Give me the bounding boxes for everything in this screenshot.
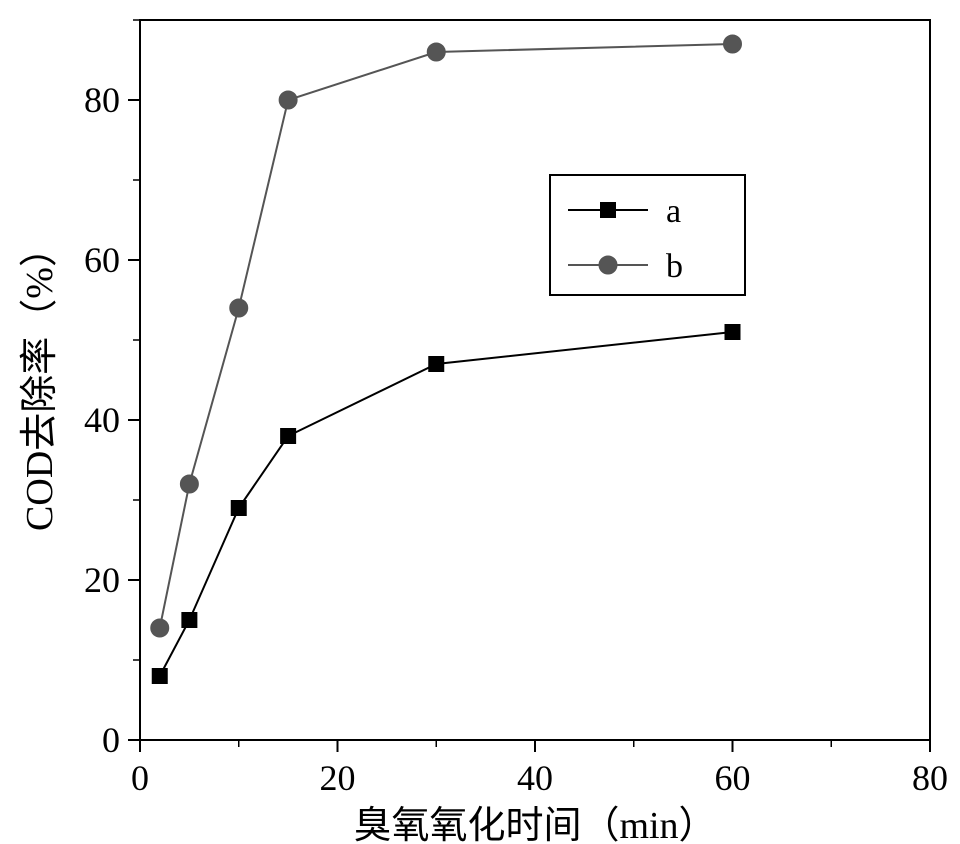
marker-square xyxy=(280,428,296,444)
line-chart: 0 20 40 60 80 0 20 40 60 80 臭氧氧化时间（min） COD去除率（%） ab xyxy=(0,0,960,844)
legend-box xyxy=(550,175,745,295)
marker-circle xyxy=(230,299,248,317)
y-axis-label: COD去除率（%） xyxy=(19,229,61,531)
x-tick-label: 40 xyxy=(517,758,553,798)
x-tick-label: 0 xyxy=(131,758,149,798)
marker-square xyxy=(152,668,168,684)
marker-circle xyxy=(180,475,198,493)
legend-label-a: a xyxy=(666,193,681,230)
x-tick-label: 80 xyxy=(912,758,948,798)
x-tick-label: 60 xyxy=(715,758,751,798)
x-axis-label: 臭氧氧化时间（min） xyxy=(353,805,716,844)
x-tick-label: 20 xyxy=(320,758,356,798)
marker-square xyxy=(725,324,741,340)
legend-label-b: b xyxy=(666,248,683,285)
legend-marker-square xyxy=(600,202,616,218)
marker-circle xyxy=(427,43,445,61)
legend-marker-circle xyxy=(599,256,617,274)
y-tick-label: 80 xyxy=(84,80,120,120)
y-tick-label: 60 xyxy=(84,240,120,280)
y-tick-label: 20 xyxy=(84,560,120,600)
y-tick-label: 0 xyxy=(102,720,120,760)
marker-square xyxy=(181,612,197,628)
marker-circle xyxy=(279,91,297,109)
series-line-b xyxy=(160,44,733,628)
y-tick-label: 40 xyxy=(84,400,120,440)
marker-square xyxy=(428,356,444,372)
marker-circle xyxy=(151,619,169,637)
marker-square xyxy=(231,500,247,516)
marker-circle xyxy=(724,35,742,53)
chart-container: 0 20 40 60 80 0 20 40 60 80 臭氧氧化时间（min） COD去除率（%） ab xyxy=(0,0,960,844)
